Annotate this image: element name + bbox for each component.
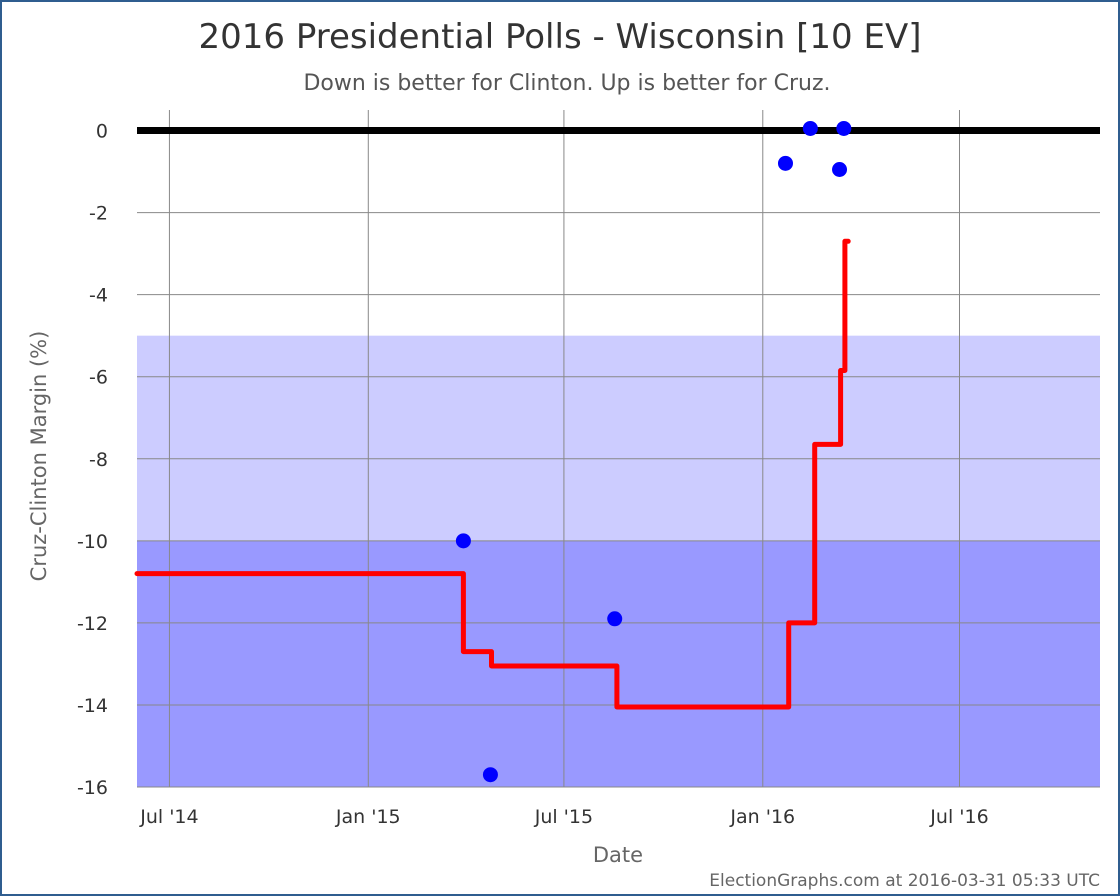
y-tick-label-0: 0 xyxy=(96,121,108,143)
y-tick-label-5: -10 xyxy=(77,531,108,553)
y-tick-label-8: -16 xyxy=(77,777,108,799)
footer-credit: ElectionGraphs.com at 2016-03-31 05:33 U… xyxy=(709,871,1100,891)
background-band-1 xyxy=(137,540,1100,787)
y-tick-label-2: -4 xyxy=(89,285,108,307)
poll-point-5 xyxy=(832,161,848,177)
x-tick-label-0: Jul '14 xyxy=(139,806,198,828)
average-line xyxy=(134,238,851,710)
x-tick-label-2: Jul '15 xyxy=(534,806,593,828)
poll-point-2 xyxy=(607,611,623,627)
x-axis-label: Date xyxy=(593,843,643,867)
x-tick-label-1: Jan '15 xyxy=(335,806,401,828)
poll-point-1 xyxy=(482,767,498,783)
x-tick-label-4: Jul '16 xyxy=(929,806,988,828)
chart-subtitle: Down is better for Clinton. Up is better… xyxy=(303,71,830,96)
background-band-0 xyxy=(137,335,1100,541)
y-tick-label-3: -6 xyxy=(89,367,108,389)
poll-point-0 xyxy=(455,533,471,549)
y-tick-label-7: -14 xyxy=(77,695,108,717)
x-tick-label-3: Jan '16 xyxy=(729,806,795,828)
y-tick-label-4: -8 xyxy=(89,449,108,471)
poll-point-4 xyxy=(802,120,818,136)
poll-point-6 xyxy=(836,120,852,136)
poll-point-3 xyxy=(777,155,793,171)
plot-area: 0 -2 -4 -6 -8 -10 -12 -14 -16 Jul '14 Jan '15 Jul '… xyxy=(77,110,1100,828)
chart-title: 2016 Presidential Polls - Wisconsin [10 … xyxy=(199,17,922,57)
y-tick-label-6: -12 xyxy=(77,613,108,635)
y-tick-label-1: -2 xyxy=(89,203,108,225)
y-axis-label: Cruz-Clinton Margin (%) xyxy=(27,331,51,582)
